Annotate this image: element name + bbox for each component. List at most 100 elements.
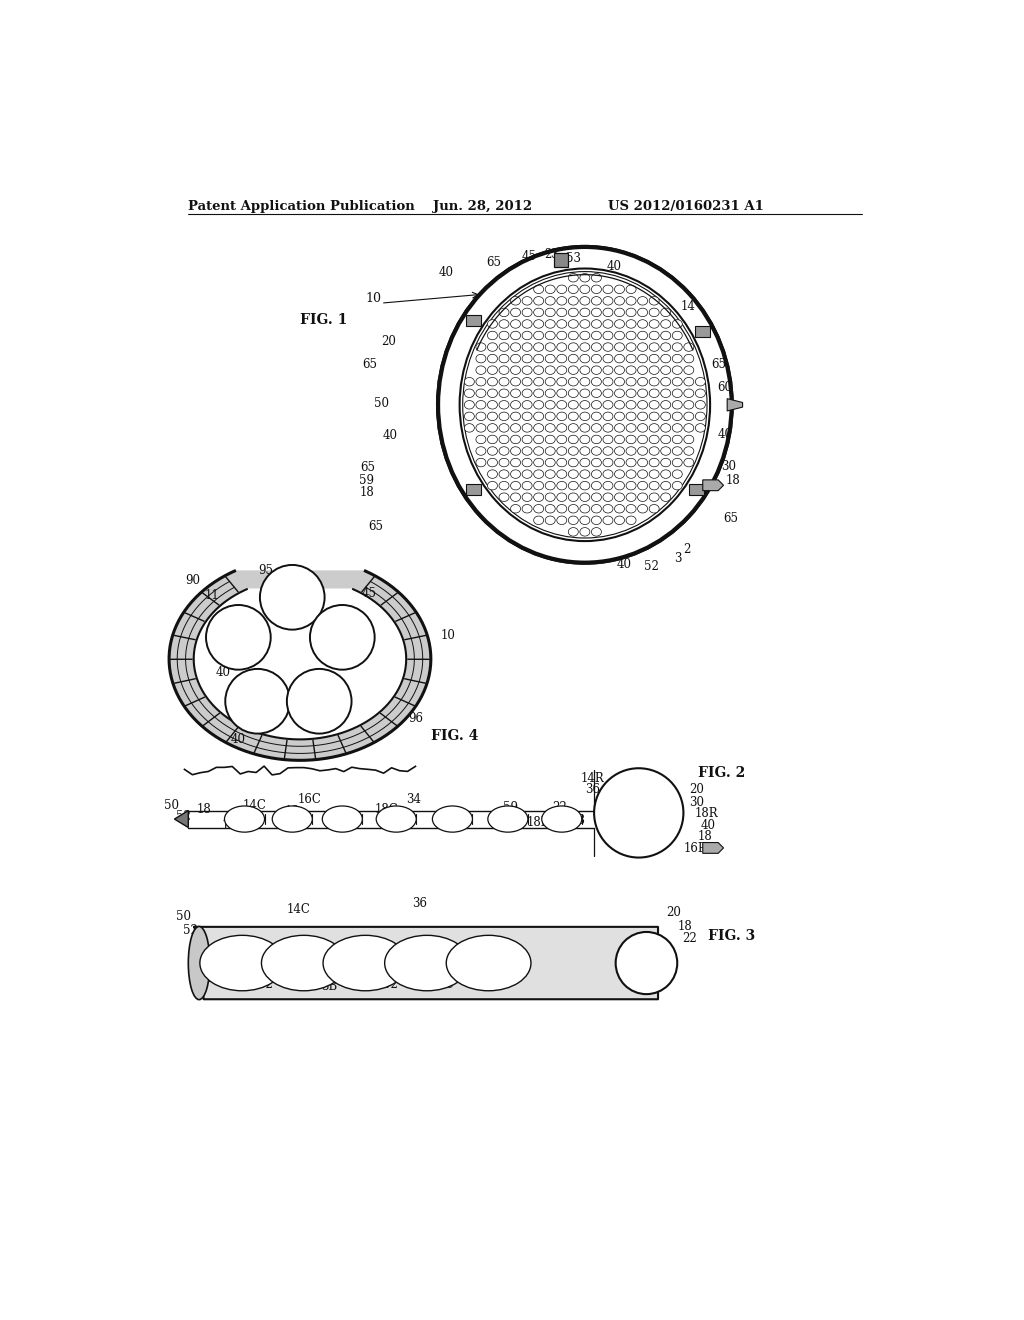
Text: 23: 23 — [545, 248, 559, 261]
Ellipse shape — [534, 366, 544, 375]
Ellipse shape — [649, 446, 659, 455]
Ellipse shape — [534, 285, 544, 293]
Ellipse shape — [534, 308, 544, 317]
Ellipse shape — [542, 807, 582, 832]
Ellipse shape — [580, 424, 590, 432]
Ellipse shape — [592, 470, 601, 478]
Ellipse shape — [603, 331, 613, 339]
Ellipse shape — [592, 389, 601, 397]
Ellipse shape — [557, 319, 566, 329]
Ellipse shape — [476, 424, 486, 432]
Ellipse shape — [614, 285, 625, 293]
Ellipse shape — [522, 458, 532, 467]
Text: 18R: 18R — [526, 816, 551, 829]
Ellipse shape — [385, 936, 469, 991]
Ellipse shape — [592, 366, 601, 375]
Ellipse shape — [603, 400, 613, 409]
Ellipse shape — [438, 247, 732, 562]
Ellipse shape — [649, 354, 659, 363]
Circle shape — [310, 605, 375, 669]
Ellipse shape — [649, 297, 659, 305]
Ellipse shape — [568, 412, 579, 421]
Ellipse shape — [626, 389, 636, 397]
Text: 18: 18 — [197, 803, 211, 816]
Text: 50: 50 — [176, 911, 190, 924]
Ellipse shape — [557, 492, 566, 502]
Ellipse shape — [603, 504, 613, 513]
Ellipse shape — [499, 492, 509, 502]
Ellipse shape — [534, 504, 544, 513]
Ellipse shape — [592, 436, 601, 444]
Ellipse shape — [432, 807, 472, 832]
Ellipse shape — [499, 378, 509, 385]
Ellipse shape — [603, 389, 613, 397]
Ellipse shape — [672, 458, 682, 467]
Ellipse shape — [672, 378, 682, 385]
Ellipse shape — [545, 319, 555, 329]
Ellipse shape — [614, 319, 625, 329]
Ellipse shape — [649, 424, 659, 432]
Ellipse shape — [534, 446, 544, 455]
Ellipse shape — [557, 516, 566, 524]
Ellipse shape — [649, 412, 659, 421]
Ellipse shape — [649, 343, 659, 351]
Ellipse shape — [672, 354, 682, 363]
Ellipse shape — [511, 378, 520, 385]
Ellipse shape — [545, 424, 555, 432]
Ellipse shape — [511, 424, 520, 432]
Ellipse shape — [660, 400, 671, 409]
Text: Jun. 28, 2012: Jun. 28, 2012 — [433, 199, 532, 213]
Ellipse shape — [672, 424, 682, 432]
Ellipse shape — [592, 297, 601, 305]
Ellipse shape — [614, 446, 625, 455]
Ellipse shape — [695, 400, 706, 409]
Ellipse shape — [603, 492, 613, 502]
Ellipse shape — [614, 458, 625, 467]
Text: 59: 59 — [358, 474, 374, 487]
Ellipse shape — [638, 446, 647, 455]
Text: 53: 53 — [566, 252, 581, 265]
Ellipse shape — [603, 366, 613, 375]
Ellipse shape — [224, 807, 264, 832]
Ellipse shape — [649, 504, 659, 513]
Ellipse shape — [499, 424, 509, 432]
Ellipse shape — [534, 389, 544, 397]
Circle shape — [225, 669, 290, 734]
Ellipse shape — [672, 319, 682, 329]
Ellipse shape — [626, 354, 636, 363]
Ellipse shape — [603, 482, 613, 490]
Ellipse shape — [638, 436, 647, 444]
Ellipse shape — [603, 378, 613, 385]
Ellipse shape — [603, 285, 613, 293]
Ellipse shape — [511, 297, 520, 305]
Ellipse shape — [534, 319, 544, 329]
Ellipse shape — [592, 308, 601, 317]
Ellipse shape — [499, 400, 509, 409]
Ellipse shape — [649, 470, 659, 478]
Ellipse shape — [684, 424, 694, 432]
Ellipse shape — [522, 331, 532, 339]
Ellipse shape — [545, 378, 555, 385]
Ellipse shape — [626, 424, 636, 432]
Text: 20: 20 — [666, 907, 681, 920]
Ellipse shape — [568, 492, 579, 502]
Ellipse shape — [660, 470, 671, 478]
Ellipse shape — [603, 470, 613, 478]
Ellipse shape — [545, 412, 555, 421]
Ellipse shape — [487, 412, 498, 421]
Ellipse shape — [522, 424, 532, 432]
Bar — [466, 483, 481, 495]
Ellipse shape — [626, 436, 636, 444]
Text: 11: 11 — [205, 589, 219, 602]
Ellipse shape — [499, 470, 509, 478]
Ellipse shape — [534, 331, 544, 339]
Text: 34: 34 — [407, 792, 422, 805]
Text: Patent Application Publication: Patent Application Publication — [188, 199, 415, 213]
Ellipse shape — [684, 378, 694, 385]
Ellipse shape — [487, 807, 528, 832]
Ellipse shape — [660, 354, 671, 363]
Text: FIG. 3: FIG. 3 — [708, 929, 756, 942]
Text: 14C: 14C — [243, 799, 266, 812]
Ellipse shape — [592, 343, 601, 351]
Ellipse shape — [580, 400, 590, 409]
